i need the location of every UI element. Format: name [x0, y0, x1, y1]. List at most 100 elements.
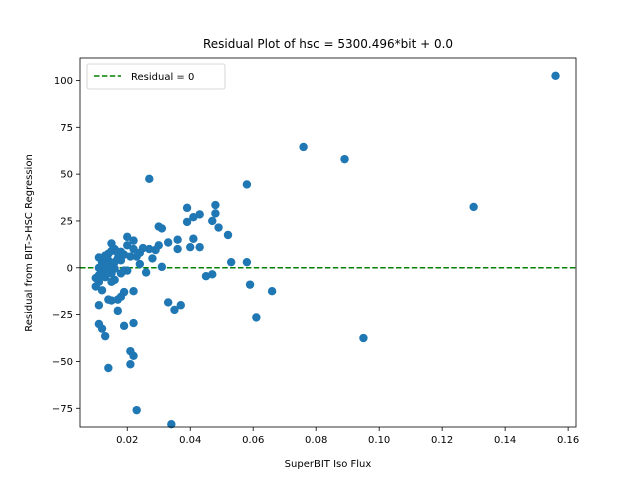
data-point [132, 405, 141, 415]
data-point [189, 213, 198, 222]
y-tick-label: 75 [60, 123, 73, 134]
y-axis: −75 −50 −25 0 25 50 75 100 [52, 76, 80, 415]
x-tick-label: 0.04 [179, 435, 201, 446]
chart-title: Residual Plot of hsc = 5300.496*bit + 0.… [203, 37, 453, 51]
data-point [123, 241, 132, 250]
data-point [100, 331, 110, 341]
data-point [129, 287, 138, 296]
data-point [94, 253, 104, 262]
legend: Residual = 0 [86, 63, 226, 90]
points-layer [91, 71, 560, 429]
data-point [129, 318, 138, 328]
data-point [214, 223, 223, 232]
legend-label: Residual = 0 [131, 72, 194, 83]
y-tick-label: −75 [52, 404, 73, 415]
data-point [242, 180, 252, 189]
x-tick-label: 0.06 [242, 435, 264, 446]
data-point [195, 242, 204, 252]
x-tick-label: 0.12 [431, 435, 453, 446]
data-point [94, 319, 104, 329]
data-point [176, 301, 185, 310]
legend-box [86, 63, 226, 90]
data-point [113, 306, 122, 316]
data-point [151, 245, 160, 255]
data-point [113, 248, 122, 258]
data-point [119, 321, 129, 331]
data-point [145, 174, 154, 184]
data-point [100, 251, 110, 260]
data-point [123, 232, 132, 242]
plot-area-frame [79, 57, 577, 428]
x-axis-label: SuperBIT Iso Flux [285, 459, 372, 470]
data-point [94, 301, 104, 310]
data-point [110, 257, 119, 267]
x-axis: 0.02 0.04 0.06 0.08 0.10 0.12 0.14 0.16 [116, 427, 579, 446]
data-point [91, 273, 100, 283]
data-point [226, 257, 236, 267]
data-point [469, 202, 478, 212]
data-point [141, 268, 151, 277]
data-point [189, 234, 198, 243]
data-point [154, 222, 163, 231]
data-point [211, 209, 220, 218]
y-tick-label: 100 [54, 76, 73, 87]
data-point [195, 210, 204, 219]
data-point [252, 313, 261, 322]
data-point [201, 272, 211, 281]
data-point [182, 203, 192, 213]
data-point [186, 242, 195, 252]
data-point [126, 360, 135, 369]
data-point [223, 230, 233, 240]
data-point [208, 270, 217, 279]
data-point [148, 254, 157, 263]
data-point [104, 363, 113, 373]
data-point [267, 287, 277, 296]
data-point [126, 252, 135, 261]
x-tick-label: 0.02 [116, 435, 138, 446]
data-point [299, 142, 308, 152]
data-point [551, 71, 560, 80]
data-point [182, 217, 192, 227]
data-point [208, 216, 217, 226]
x-tick-label: 0.14 [494, 435, 516, 446]
x-tick-label: 0.08 [305, 435, 327, 446]
data-point [107, 277, 116, 287]
data-point [91, 282, 100, 291]
data-point [211, 200, 220, 210]
data-point [163, 238, 173, 247]
data-point [104, 295, 113, 304]
data-point [97, 286, 107, 295]
data-point [107, 239, 116, 248]
data-point [157, 262, 167, 272]
data-point [113, 295, 122, 304]
data-point [242, 257, 252, 267]
data-point [170, 305, 179, 315]
x-tick-label: 0.16 [557, 435, 579, 446]
data-point [94, 263, 104, 272]
data-point [359, 333, 368, 343]
data-point [119, 266, 129, 275]
y-axis-label: Residual from BIT->HSC Regression [24, 154, 35, 332]
data-point [145, 244, 154, 254]
data-point [163, 298, 173, 307]
y-tick-label: 25 [60, 216, 73, 227]
data-point [173, 235, 182, 244]
data-point [167, 419, 176, 429]
y-tick-label: 50 [60, 170, 73, 181]
data-point [116, 256, 126, 265]
data-point [100, 261, 110, 271]
y-tick-label: −25 [52, 310, 73, 321]
data-point [129, 236, 138, 245]
data-point [245, 280, 255, 289]
x-tick-label: 0.10 [368, 435, 390, 446]
data-point [107, 269, 116, 278]
y-tick-label: −50 [52, 357, 73, 368]
data-point [135, 259, 145, 269]
data-point [126, 346, 135, 356]
data-point [340, 154, 349, 164]
data-point [132, 252, 141, 261]
data-point [129, 244, 138, 254]
data-point [173, 244, 182, 254]
